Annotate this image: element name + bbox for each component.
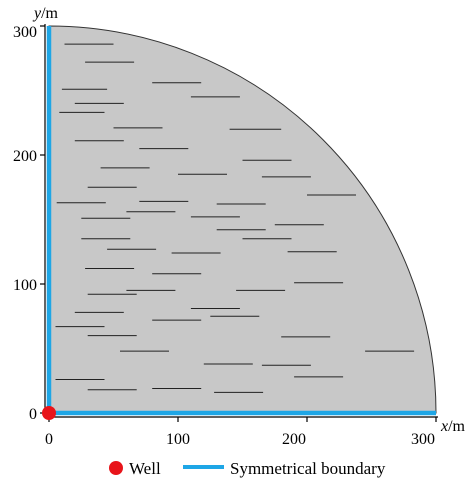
legend-well-marker (109, 461, 123, 475)
reservoir-region (48, 25, 437, 414)
x-tick-label-100: 100 (166, 431, 190, 448)
fracture-group (55, 43, 415, 393)
y-tick-label-300: 300 (13, 24, 37, 41)
x-axis-unit: /m (448, 418, 465, 435)
y-axis-label: y/m (32, 5, 59, 22)
y-tick-label-100: 100 (13, 277, 37, 294)
y-axis-var: y (32, 5, 42, 22)
x-tick-label-200: 200 (282, 431, 306, 448)
x-tick-label-300: 300 (411, 431, 435, 448)
y-tick-label-0: 0 (29, 406, 37, 423)
legend-boundary-label: Symmetrical boundary (230, 459, 386, 478)
y-tick-label-200: 200 (13, 148, 37, 165)
x-axis-label: x/m (440, 418, 466, 435)
x-tick-label-0: 0 (45, 431, 53, 448)
y-axis-unit: /m (41, 5, 58, 22)
legend: Well Symmetrical boundary (109, 459, 386, 478)
legend-well-label: Well (129, 459, 161, 478)
well-marker (42, 406, 56, 420)
x-axis-var: x (440, 418, 448, 435)
